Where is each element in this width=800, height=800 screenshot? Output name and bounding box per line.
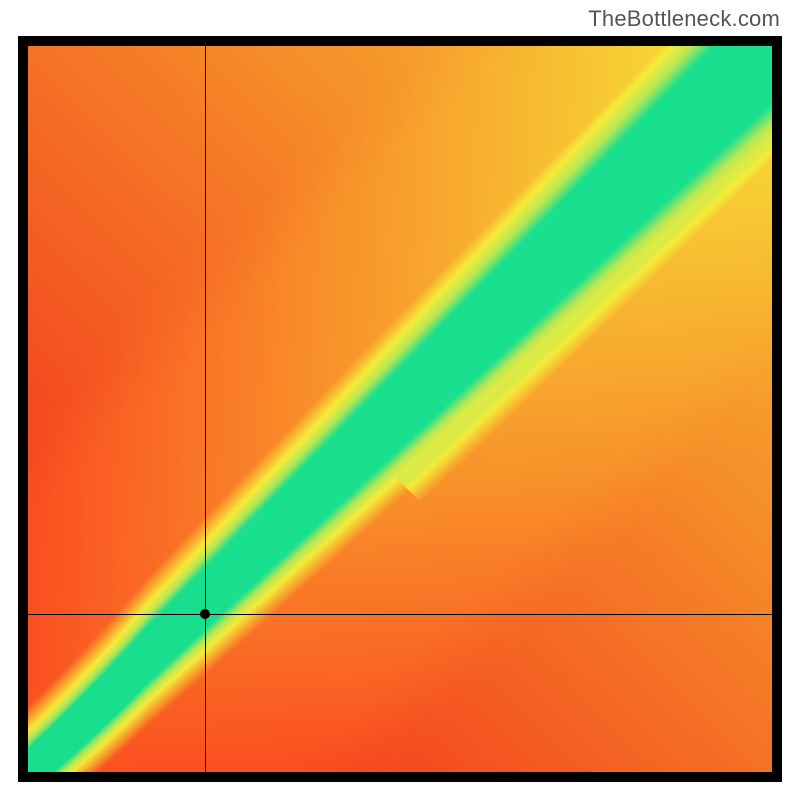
watermark-text: TheBottleneck.com <box>588 6 780 32</box>
crosshair-point <box>200 609 210 619</box>
crosshair-horizontal <box>28 614 772 615</box>
heatmap-canvas <box>28 46 772 772</box>
heatmap-area <box>28 46 772 772</box>
chart-container: TheBottleneck.com <box>0 0 800 800</box>
crosshair-vertical <box>205 46 206 772</box>
